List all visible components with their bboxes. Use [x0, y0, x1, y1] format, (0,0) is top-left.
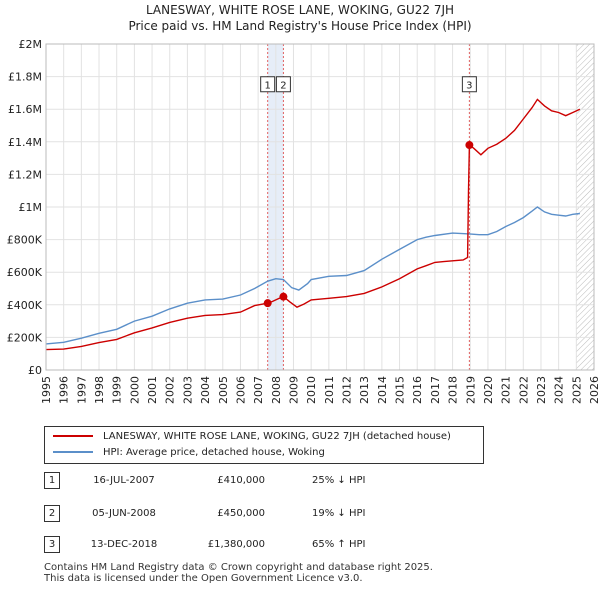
y-tick-label: £0	[28, 364, 42, 377]
x-tick-label: 2024	[553, 376, 566, 404]
sale-label: 3	[466, 80, 472, 91]
transaction-number: 2	[44, 505, 60, 522]
y-tick-label: £200K	[7, 331, 43, 344]
table-row: 2 05-JUN-2008 £450,000 19% ↓ HPI	[0, 503, 600, 525]
x-tick-label: 2001	[146, 376, 159, 404]
table-row: 3 13-DEC-2018 £1,380,000 65% ↑ HPI	[0, 534, 600, 556]
legend-swatch-property	[53, 435, 93, 437]
transaction-number: 1	[44, 472, 60, 489]
x-tick-label: 2012	[341, 376, 354, 404]
x-tick-label: 2019	[464, 376, 477, 404]
x-tick-label: 2015	[394, 376, 407, 404]
y-tick-label: £1.4M	[8, 136, 42, 149]
x-tick-label: 1998	[93, 376, 106, 404]
x-tick-label: 2007	[252, 376, 265, 404]
x-tick-label: 1996	[58, 376, 71, 404]
legend-swatch-hpi	[53, 451, 93, 453]
legend-entry-property: LANESWAY, WHITE ROSE LANE, WOKING, GU22 …	[53, 430, 451, 444]
chart-title-line1: LANESWAY, WHITE ROSE LANE, WOKING, GU22 …	[145, 3, 455, 17]
transaction-number: 3	[44, 536, 60, 553]
series-line-property	[45, 98, 581, 351]
x-tick-label: 2017	[429, 376, 442, 404]
transaction-date: 05-JUN-2008	[92, 508, 156, 519]
x-tick-label: 2011	[323, 376, 336, 404]
y-tick-label: £800K	[7, 234, 43, 247]
chart-title-line2: Price paid vs. HM Land Registry's House …	[128, 19, 472, 33]
series-line-hpi	[45, 206, 580, 345]
transaction-date: 13-DEC-2018	[90, 539, 158, 550]
chart-title: LANESWAY, WHITE ROSE LANE, WOKING, GU22 …	[0, 2, 600, 34]
transaction-price: £410,000	[217, 475, 265, 486]
x-tick-label: 2003	[181, 376, 194, 404]
x-tick-label: 2026	[588, 376, 600, 404]
y-tick-label: £1.2M	[8, 168, 42, 181]
x-tick-label: 2006	[234, 376, 247, 404]
footer-attribution: Contains HM Land Registry data © Crown c…	[44, 562, 433, 584]
legend-label-hpi: HPI: Average price, detached house, Woki…	[103, 447, 325, 458]
price-chart: 1 2 3 £0 £200K £400K £600K £800K £1M £1.2M £1.4M £1…	[7, 38, 600, 404]
x-tick-label: 2000	[128, 376, 141, 404]
legend: LANESWAY, WHITE ROSE LANE, WOKING, GU22 …	[44, 426, 484, 464]
transaction-price: £450,000	[217, 508, 265, 519]
legend-label-property: LANESWAY, WHITE ROSE LANE, WOKING, GU22 …	[103, 431, 451, 442]
x-tick-label: 2021	[500, 376, 513, 404]
y-tick-label: £1.6M	[8, 103, 42, 116]
sale-label: 1	[264, 80, 270, 91]
x-tick-label: 2004	[199, 376, 212, 404]
y-tick-label: £1.8M	[8, 71, 42, 84]
x-tick-label: 2009	[287, 376, 300, 404]
x-tick-label: 2020	[482, 376, 495, 404]
plot-frame	[45, 43, 595, 371]
sale-point	[263, 299, 272, 308]
x-tick-label: 2002	[164, 376, 177, 404]
sale-label-box	[275, 76, 291, 93]
x-tick-label: 2025	[570, 376, 583, 404]
y-tick-label: £2M	[19, 38, 43, 51]
sale-point	[279, 292, 288, 301]
transaction-hpi: 19% ↓ HPI	[312, 508, 366, 519]
x-tick-label: 2018	[447, 376, 460, 404]
sale-label: 2	[280, 80, 286, 91]
transaction-hpi: 25% ↓ HPI	[312, 475, 366, 486]
x-tick-label: 2010	[305, 376, 318, 404]
sale-label-box	[461, 76, 477, 93]
x-tick-label: 2016	[411, 376, 424, 404]
y-tick-label: £400K	[7, 299, 43, 312]
transaction-price: £1,380,000	[207, 539, 265, 550]
x-tick-label: 1997	[75, 376, 88, 404]
x-tick-label: 1995	[40, 376, 53, 404]
footer-line1: Contains HM Land Registry data © Crown c…	[44, 562, 433, 573]
transaction-hpi: 65% ↑ HPI	[312, 539, 366, 550]
x-tick-label: 2023	[535, 376, 548, 404]
x-tick-label: 2014	[376, 376, 389, 404]
transaction-date: 16-JUL-2007	[93, 475, 155, 486]
x-tick-label: 2022	[517, 376, 530, 404]
x-tick-label: 2005	[217, 376, 230, 404]
x-tick-label: 2008	[270, 376, 283, 404]
y-tick-label: £600K	[7, 266, 43, 279]
legend-entry-hpi: HPI: Average price, detached house, Woki…	[53, 446, 325, 460]
x-tick-label: 1999	[111, 376, 124, 404]
y-tick-label: £1M	[19, 201, 43, 214]
x-tick-label: 2013	[358, 376, 371, 404]
table-row: 1 16-JUL-2007 £410,000 25% ↓ HPI	[0, 470, 600, 492]
sale-label-box	[260, 76, 276, 93]
footer-line2: This data is licensed under the Open Gov…	[44, 573, 363, 584]
sale-point	[465, 141, 474, 150]
